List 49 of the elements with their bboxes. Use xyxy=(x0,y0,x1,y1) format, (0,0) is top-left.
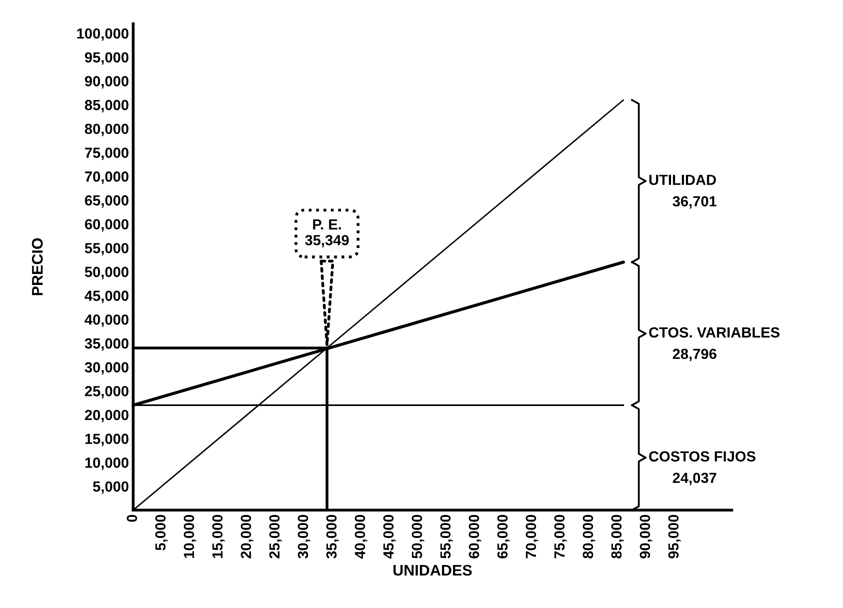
y-tick-label: 65,000 xyxy=(84,195,128,208)
y-tick-label: 30,000 xyxy=(84,362,128,375)
x-tick-label: 55,000 xyxy=(440,514,453,558)
x-tick-label: 30,000 xyxy=(298,514,310,559)
y-tick-label: 95,000 xyxy=(84,52,128,65)
x-tick-label: 45,000 xyxy=(383,514,396,559)
y-tick-label: 50,000 xyxy=(84,266,128,280)
annotation: UTILIDAD xyxy=(649,174,716,185)
x-tick-label: 15,000 xyxy=(212,514,225,558)
y-tick-label: 5,000 xyxy=(92,481,128,494)
y-tick-label: 90,000 xyxy=(84,76,128,88)
annotation: 28,796 xyxy=(672,348,716,362)
annotation: 36,701 xyxy=(672,196,716,209)
x-tick-label: 85,000 xyxy=(611,514,624,558)
y-tick-label: 20,000 xyxy=(84,410,128,422)
x-tick-label: 5,000 xyxy=(155,514,168,550)
x-tick-label: 50,000 xyxy=(412,514,424,558)
y-axis-title: PRECIO xyxy=(32,238,43,296)
annotation: P. E. 35,349 xyxy=(305,219,349,248)
x-tick-label: 40,000 xyxy=(354,514,368,559)
y-tick-label: 45,000 xyxy=(84,290,128,304)
x-tick-label: 35,000 xyxy=(326,514,339,559)
annotation: COSTOS FIJOS xyxy=(649,451,756,462)
y-tick-label: 75,000 xyxy=(85,148,128,160)
y-tick-label: 70,000 xyxy=(85,171,128,184)
y-tick-label: 80,000 xyxy=(84,124,128,136)
y-tick-label: 10,000 xyxy=(85,458,128,470)
x-tick-label: 25,000 xyxy=(269,514,282,558)
x-tick-label: 65,000 xyxy=(497,514,510,558)
x-axis-title: UNIDADES xyxy=(393,564,472,576)
x-tick-label: 95,000 xyxy=(668,514,681,558)
y-tick-label: 55,000 xyxy=(84,242,128,256)
x-tick-label: 80,000 xyxy=(582,514,596,558)
x-tick-label: 0 xyxy=(126,514,138,522)
y-tick-label: 40,000 xyxy=(84,314,128,327)
annotation: CTOS. VARIABLES xyxy=(649,327,780,338)
x-tick-label: 10,000 xyxy=(184,514,196,558)
y-tick-label: 15,000 xyxy=(85,434,128,446)
y-tick-label: 100,000 xyxy=(77,28,128,41)
x-tick-label: 90,000 xyxy=(640,514,652,558)
x-tick-label: 20,000 xyxy=(240,514,254,558)
y-tick-label: 85,000 xyxy=(84,100,128,112)
annotation: 24,037 xyxy=(672,472,716,486)
y-tick-label: 25,000 xyxy=(84,386,128,398)
y-tick-label: 35,000 xyxy=(84,338,128,351)
y-tick-label: 60,000 xyxy=(84,219,128,232)
x-tick-label: 75,000 xyxy=(554,514,567,558)
x-tick-label: 70,000 xyxy=(526,514,538,558)
x-tick-label: 60,000 xyxy=(468,514,482,558)
